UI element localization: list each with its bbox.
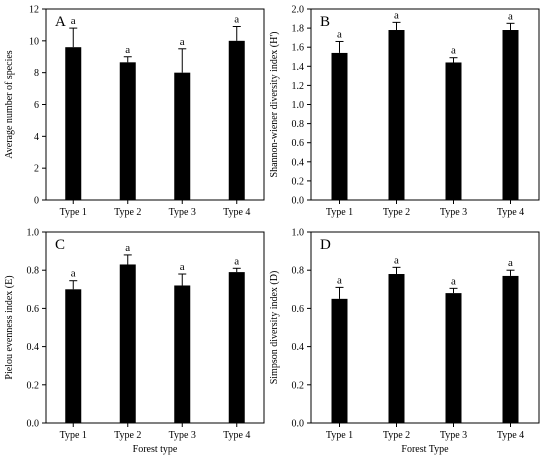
chart-panel-a: 0 2 4 6 8 10 12 a Type 1 a Type 2 a Type 3 a Type 4 A Av…	[4, 5, 265, 218]
x-tick-label: Type 3	[169, 207, 196, 218]
panel-label: D	[320, 237, 331, 253]
bar	[331, 52, 348, 201]
x-tick-label: Type 3	[169, 430, 196, 441]
y-tick-label: 0.2	[292, 380, 305, 391]
significance-letter: a	[394, 9, 399, 21]
panel-label: B	[320, 14, 330, 30]
y-tick-label: 1.8	[292, 24, 305, 35]
y-tick-label: 0.8	[292, 266, 305, 277]
significance-letter: a	[451, 275, 456, 287]
x-tick-label: Type 4	[223, 207, 250, 218]
bar	[119, 264, 136, 423]
bar	[228, 40, 245, 201]
x-tick-label: Type 2	[383, 207, 410, 218]
y-tick-label: 10	[29, 36, 39, 47]
y-tick-label: 6	[34, 100, 39, 111]
y-axis-title: Pielou evenness index (E)	[4, 275, 15, 379]
significance-letter: a	[234, 14, 239, 26]
y-tick-label: 0.4	[27, 342, 40, 353]
y-tick-label: 1.4	[292, 62, 305, 73]
panel-label: A	[55, 14, 66, 30]
y-tick-label: 1.6	[292, 43, 305, 54]
bar	[331, 298, 348, 423]
y-tick-label: 0	[34, 196, 39, 207]
significance-letter: a	[451, 45, 456, 57]
y-tick-label: 4	[34, 132, 39, 143]
x-tick-label: Type 4	[497, 207, 524, 218]
x-axis-title: Forest type	[133, 444, 178, 455]
y-tick-label: 8	[34, 68, 39, 79]
significance-letter: a	[337, 274, 342, 286]
significance-letter: a	[508, 10, 513, 22]
y-tick-label: 2.0	[292, 5, 305, 16]
bar	[388, 30, 405, 201]
y-tick-label: 2	[34, 164, 39, 175]
chart-panel-b: 0.0 0.2 0.4 0.6 0.8 1.0 1.2 1.4 1.6 1.8 2.0 a Type 1…	[269, 5, 540, 218]
y-tick-label: 0.8	[27, 266, 40, 277]
y-axis-title: Shannon-wiener diversity index (H')	[269, 32, 280, 178]
x-tick-label: Type 1	[60, 207, 87, 218]
x-tick-label: Type 1	[60, 430, 87, 441]
y-tick-label: 12	[29, 5, 39, 16]
y-tick-label: 1.2	[292, 81, 305, 92]
y-tick-label: 1.0	[292, 100, 305, 111]
y-tick-label: 0.6	[292, 138, 305, 149]
y-tick-label: 0.2	[27, 380, 40, 391]
x-tick-label: Type 3	[440, 207, 467, 218]
significance-letter: a	[234, 255, 239, 267]
y-tick-label: 0.6	[292, 304, 305, 315]
x-tick-label: Type 2	[114, 207, 141, 218]
y-axis-title: Simpson diversity index (D)	[269, 271, 280, 385]
significance-letter: a	[125, 242, 130, 254]
bar	[502, 275, 519, 423]
x-tick-label: Type 3	[440, 430, 467, 441]
bar	[119, 62, 136, 201]
chart-panel-c: 0.0 0.2 0.4 0.6 0.8 1.0 a Type 1 a Type 2 a Type 3 a…	[4, 228, 265, 455]
bar	[445, 62, 462, 201]
significance-letter: a	[180, 261, 185, 273]
y-tick-label: 0.4	[292, 342, 305, 353]
significance-letter: a	[180, 36, 185, 48]
bar	[65, 47, 82, 201]
x-tick-label: Type 4	[497, 430, 524, 441]
x-tick-label: Type 1	[326, 207, 353, 218]
y-tick-label: 0.6	[27, 304, 40, 315]
x-tick-label: Type 4	[223, 430, 250, 441]
significance-letter: a	[71, 268, 76, 280]
y-axis-title: Average number of species	[4, 50, 15, 158]
bar	[228, 272, 245, 423]
y-tick-label: 0.0	[27, 419, 40, 430]
significance-letter: a	[125, 44, 130, 56]
panel-label: C	[55, 237, 65, 253]
y-tick-label: 0.8	[292, 119, 305, 130]
bar	[502, 30, 519, 201]
y-tick-label: 0.0	[292, 196, 305, 207]
y-tick-label: 0.0	[292, 419, 305, 430]
significance-letter: a	[394, 254, 399, 266]
plot-frame	[310, 231, 540, 424]
significance-letter: a	[71, 15, 76, 27]
bar	[445, 293, 462, 423]
significance-letter: a	[337, 28, 342, 40]
x-tick-label: Type 2	[383, 430, 410, 441]
significance-letter: a	[508, 257, 513, 269]
bar	[65, 289, 82, 423]
x-axis-title: Forest Type	[401, 444, 449, 455]
chart-panel-d: 0.0 0.2 0.4 0.6 0.8 1.0 a Type 1 a Type 2 a Type 3 a…	[269, 228, 540, 455]
x-tick-label: Type 2	[114, 430, 141, 441]
y-tick-label: 0.4	[292, 157, 305, 168]
bar	[174, 285, 191, 423]
bar	[174, 72, 191, 200]
x-tick-label: Type 1	[326, 430, 353, 441]
y-tick-label: 1.0	[292, 228, 305, 239]
bar	[388, 274, 405, 423]
y-tick-label: 0.2	[292, 176, 305, 187]
plot-frame	[45, 231, 265, 424]
y-tick-label: 1.0	[27, 228, 40, 239]
